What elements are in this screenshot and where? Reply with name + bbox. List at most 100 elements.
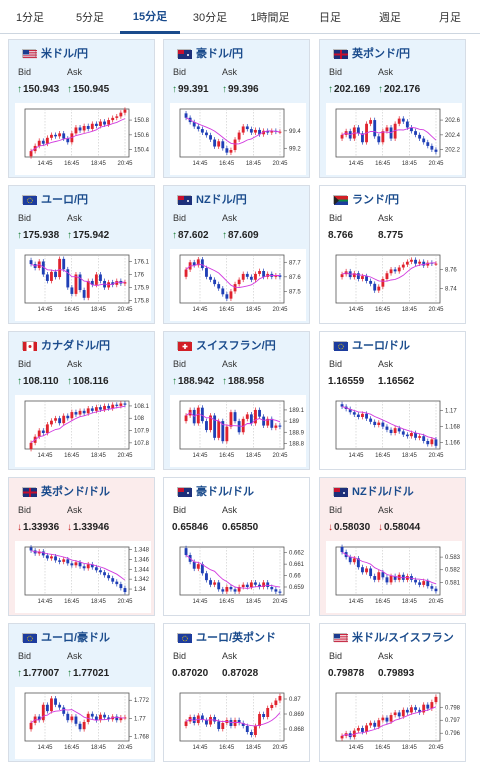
currency-pair-link[interactable]: ユーロ/円 (41, 194, 89, 206)
chart-area[interactable]: 14:45 16:45 18:45 20:45 108.1 108 107.9 107.8 (15, 395, 151, 467)
rate-card[interactable]: ユーロ/ドル Bid Ask 1.16559 1.16562 14:45 16:45 18:4… (319, 331, 466, 470)
currency-pair-link[interactable]: カナダドル/円 (41, 340, 111, 352)
candle-body (422, 138, 426, 143)
candle-body (213, 279, 217, 285)
ask-label: Ask (222, 213, 238, 223)
candle-body (94, 123, 98, 126)
rate-card[interactable]: 豪ドル/円 Bid Ask ↑99.391 ↑99.396 14:45 16:45 18:45… (163, 39, 310, 178)
bid-value: ↑99.391 (172, 84, 209, 95)
tab-3[interactable]: 15分足 (120, 0, 180, 34)
chart-area[interactable]: 14:45 16:45 18:45 20:45 150.8 150.6 150.4 (15, 103, 151, 175)
candle-body (241, 723, 245, 726)
candle-body (107, 120, 111, 125)
tab-7[interactable]: 週足 (379, 12, 401, 24)
time-tick-label: 16:45 (64, 307, 80, 313)
currency-pair-link[interactable]: スイスフラン/円 (196, 340, 276, 352)
time-tick-label: 20:45 (272, 599, 288, 605)
rate-card[interactable]: ランド/円 Bid Ask 8.766 8.775 14:45 16:45 18:45 20:4… (319, 185, 466, 324)
tab-5[interactable]: 1時間足 (250, 12, 290, 24)
chart-area[interactable]: 14:45 16:45 18:45 20:45 0.798 0.797 0.796 (326, 687, 462, 759)
chart-area[interactable]: 14:45 16:45 18:45 20:45 189.1 189 188.9 188.8 (170, 395, 306, 467)
y-tick-label: 1.772 (134, 698, 150, 704)
currency-pair-link[interactable]: 英ポンド/円 (352, 48, 411, 60)
tab-6[interactable]: 日足 (319, 12, 341, 24)
tab-2[interactable]: 5分足 (75, 12, 105, 24)
y-tick-label: 1.166 (445, 441, 461, 447)
chart-area[interactable]: 14:45 16:45 18:45 20:45 1.772 1.77 1.768 (15, 687, 151, 759)
rate-card[interactable]: NZドル/円 Bid Ask ↑87.602 ↑87.609 14:45 16:45 18:4… (163, 185, 310, 324)
chart-area[interactable]: 14:45 16:45 18:45 20:45 99.4 99.2 (170, 103, 306, 175)
y-tick-label: 99.4 (289, 129, 301, 135)
rate-card[interactable]: カナダドル/円 Bid Ask ↑108.110 ↑108.116 14:45 16:45 1… (8, 331, 155, 470)
bid-value: 0.65846 (172, 522, 208, 533)
rate-card[interactable]: 英ポンド/ドル Bid Ask ↓1.33936 ↓1.33946 14:45 16:45 1… (8, 477, 155, 616)
candle-body (66, 559, 70, 564)
rate-card[interactable]: ユーロ/豪ドル Bid Ask ↑1.77007 ↑1.77021 14:45 16:45 1… (8, 623, 155, 762)
ask-value: ↑202.176 (378, 84, 420, 95)
candle-body (221, 723, 225, 729)
currency-pair-link[interactable]: NZドル/円 (196, 194, 247, 206)
y-tick-label: 175.9 (134, 285, 150, 291)
chart-area[interactable]: 14:45 16:45 18:45 20:45 0.662 0.661 0.66 0.659 (170, 541, 306, 613)
currency-pair-link[interactable]: 豪ドル/ドル (196, 486, 255, 498)
rate-card[interactable]: 豪ドル/ドル Bid Ask 0.65846 0.65850 14:45 16:45 18:4… (163, 477, 310, 616)
chart-area[interactable]: 14:45 16:45 18:45 20:45 87.7 87.6 87.5 (170, 249, 306, 321)
card-header: ユーロ/豪ドル (22, 630, 152, 644)
ask-value: ↓1.33946 (67, 522, 109, 533)
chart-area[interactable]: 14:45 16:45 18:45 20:45 176.1 176 175.9 175.8 (15, 249, 151, 321)
currency-pair-link[interactable]: 英ポンド/ドル (41, 486, 111, 498)
rate-card[interactable]: ユーロ/英ポンド Bid Ask 0.87020 0.87028 14:45 16:45 18… (163, 623, 310, 762)
chart-area[interactable]: 14:45 16:45 18:45 20:45 0.583 0.582 0.581 (326, 541, 462, 613)
y-tick-label: 0.659 (289, 585, 305, 591)
candle-body (115, 280, 119, 285)
candle-body (82, 721, 86, 730)
currency-pair-link[interactable]: ユーロ/豪ドル (41, 632, 111, 644)
flag-icon (22, 48, 37, 58)
candle-body (381, 131, 385, 143)
chart-area[interactable]: 14:45 16:45 18:45 20:45 202.6 202.4 202.2 (326, 103, 462, 175)
ask-label: Ask (378, 505, 394, 515)
candle-body (430, 702, 434, 709)
candle-body (237, 720, 241, 723)
candle-body (274, 425, 278, 428)
candle-body (418, 261, 422, 264)
arrow-up-icon: ↑ (172, 376, 177, 387)
rate-card[interactable]: NZドル/ドル Bid Ask ↓0.58030 ↓0.58044 14:45 16:45 1… (319, 477, 466, 616)
ask-value: ↑188.958 (222, 376, 264, 387)
candle-body (385, 273, 389, 279)
candlestick-chart: 14:45 16:45 18:45 20:45 1.772 1.77 1.768 (24, 692, 150, 751)
y-tick-label: 8.76 (445, 267, 457, 273)
candle-body (45, 704, 49, 712)
rate-card[interactable]: スイスフラン/円 Bid Ask ↑188.942 ↑188.958 14:45 16:45… (163, 331, 310, 470)
candle-body (373, 722, 377, 727)
candle-body (115, 404, 119, 406)
tab-1[interactable]: 1分足 (15, 12, 45, 24)
rate-card[interactable]: ユーロ/円 Bid Ask ↑175.938 ↑175.942 14:45 16:45 18:… (8, 185, 155, 324)
candle-body (430, 439, 434, 445)
bid-value-text: 1.77007 (23, 668, 60, 679)
candle-body (397, 428, 401, 432)
currency-pair-link[interactable]: ユーロ/ドル (352, 340, 411, 352)
currency-pair-link[interactable]: 米ドル/円 (41, 48, 89, 60)
candle-body (233, 284, 237, 292)
y-tick-label: 0.662 (289, 551, 305, 557)
chart-area[interactable]: 14:45 16:45 18:45 20:45 1.17 1.168 1.166 (326, 395, 462, 467)
currency-pair-link[interactable]: 豪ドル/円 (196, 48, 244, 60)
chart-area[interactable]: 14:45 16:45 18:45 20:45 8.76 8.74 (326, 249, 462, 321)
tab-8[interactable]: 月足 (439, 12, 461, 24)
candle-body (245, 273, 249, 277)
currency-pair-link[interactable]: ランド/円 (352, 194, 400, 206)
currency-pair-link[interactable]: ユーロ/英ポンド (196, 632, 277, 644)
currency-pair-link[interactable]: 米ドル/スイスフラン (352, 632, 454, 644)
time-tick-label: 14:45 (192, 599, 208, 605)
chart-area[interactable]: 14:45 16:45 18:45 20:45 0.87 0.869 0.868 (170, 687, 306, 759)
time-tick-label: 14:45 (348, 161, 364, 167)
tab-4[interactable]: 30分足 (192, 12, 228, 24)
rate-card[interactable]: 米ドル/スイスフラン Bid Ask 0.79878 0.79893 14:45 16:45… (319, 623, 466, 762)
currency-pair-link[interactable]: NZドル/ドル (352, 486, 414, 498)
rate-card[interactable]: 米ドル/円 Bid Ask ↑150.943 ↑150.945 14:45 16:45 18:… (8, 39, 155, 178)
chart-area[interactable]: 14:45 16:45 18:45 20:45 1.348 1.346 1.344 1.342… (15, 541, 151, 613)
y-tick-label: 188.9 (289, 430, 305, 436)
rate-card[interactable]: 英ポンド/円 Bid Ask ↑202.169 ↑202.176 14:45 16:45 18… (319, 39, 466, 178)
candle-body (274, 589, 278, 592)
